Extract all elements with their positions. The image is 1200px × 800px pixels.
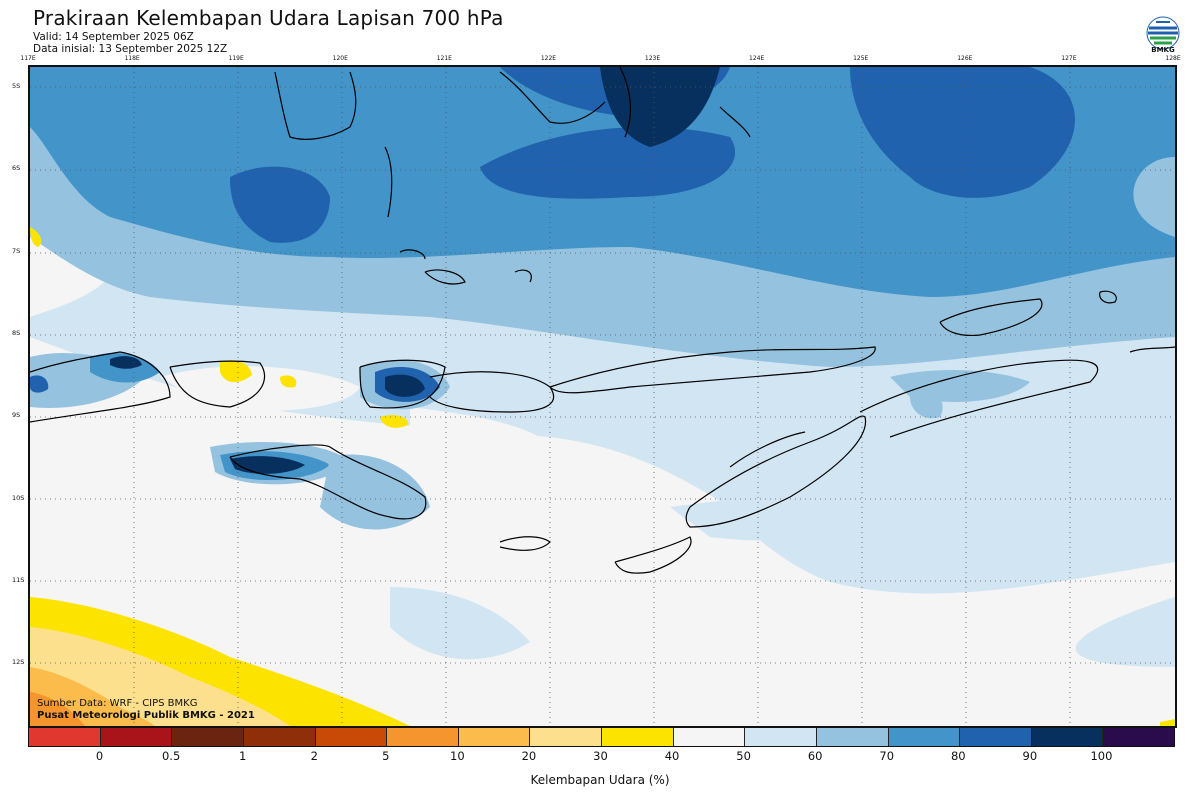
lon-label: 124E [749, 55, 765, 62]
org-credit: Pusat Meteorologi Publik BMKG - 2021 [37, 710, 255, 721]
colorbar-label: 50 [736, 749, 751, 763]
colorbar-label: 1 [239, 749, 247, 763]
colorbar-segment [816, 728, 889, 746]
colorbar-label: 40 [664, 749, 680, 763]
colorbar-label: 30 [593, 749, 608, 763]
colorbar-segment [1031, 728, 1104, 746]
humidity-field [30, 67, 1175, 726]
colorbar [28, 727, 1175, 747]
colorbar-segment [458, 728, 531, 746]
colorbar-segment [673, 728, 746, 746]
colorbar-label: 90 [1022, 749, 1038, 763]
map-title: Prakiraan Kelembapan Udara Lapisan 700 h… [33, 6, 504, 30]
lat-label: 5S [12, 82, 21, 90]
colorbar-title: Kelembapan Udara (%) [530, 773, 670, 787]
lat-label: 10S [12, 493, 25, 502]
lat-label: 6S [12, 164, 21, 173]
colorbar-label: 60 [807, 749, 823, 763]
lon-label: 122E [540, 55, 557, 62]
lat-label: 9S [12, 411, 21, 420]
valid-time: Valid: 14 September 2025 06Z [33, 31, 194, 43]
colorbar-label: 2 [310, 749, 318, 763]
colorbar-segment [745, 728, 817, 746]
colorbar-segment [960, 728, 1032, 746]
lat-label: 7S [12, 246, 21, 255]
colorbar-segment [1103, 728, 1174, 746]
colorbar-label: 100 [1090, 749, 1113, 763]
bmkg-logo-icon [1146, 16, 1180, 50]
lon-label: 120E [332, 55, 348, 62]
lon-label: 125E [853, 55, 869, 62]
lat-label: 8S [12, 328, 21, 337]
colorbar-label: 80 [950, 749, 966, 763]
lon-label: 118E [124, 55, 140, 62]
lon-label: 128E [1165, 55, 1181, 62]
colorbar-segment [387, 728, 459, 746]
colorbar-segment [172, 728, 244, 746]
colorbar-label: 20 [521, 749, 537, 763]
lon-label: 121E [436, 55, 452, 62]
humidity-map [28, 65, 1177, 728]
colorbar-segment [888, 728, 961, 746]
colorbar-segment [315, 728, 388, 746]
colorbar-label: 10 [450, 749, 465, 763]
colorbar-segment [243, 728, 316, 746]
colorbar-label: 5 [382, 749, 390, 763]
colorbar-label: 70 [879, 749, 895, 763]
bmkg-logo-text: BMKG [1151, 46, 1175, 54]
colorbar-segment [100, 728, 173, 746]
lat-label: 11S [12, 575, 25, 584]
colorbar-segment [602, 728, 674, 746]
colorbar-segment [29, 728, 101, 746]
init-time: Data inisial: 13 September 2025 12Z [33, 43, 228, 55]
lat-label: 12S [12, 658, 25, 667]
colorbar-segment [530, 728, 602, 746]
lon-label: 127E [1061, 55, 1077, 62]
source-credit: Sumber Data: WRF - CIPS BMKG [37, 698, 198, 709]
lon-label: 117E [20, 55, 36, 62]
lon-label: 123E [644, 55, 661, 62]
lon-label: 126E [957, 55, 973, 62]
colorbar-label: 0 [95, 749, 104, 763]
colorbar-label: 0.5 [161, 749, 181, 763]
lon-label: 119E [228, 55, 244, 62]
